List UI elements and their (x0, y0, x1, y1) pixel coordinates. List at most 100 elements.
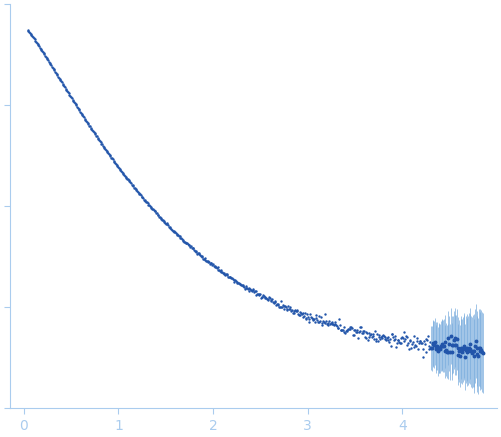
Point (282, 303, 290, 310)
Point (70, 98, 78, 105)
Point (287, 308, 295, 315)
Point (175, 232, 183, 239)
Point (107, 154, 115, 161)
Point (157, 215, 165, 222)
Point (170, 228, 178, 235)
Point (319, 317, 327, 324)
Point (142, 198, 150, 205)
Point (219, 269, 227, 276)
Point (277, 298, 285, 305)
Point (78, 110, 86, 117)
Point (265, 297, 273, 304)
Point (284, 303, 292, 310)
Point (90, 128, 98, 135)
Point (172, 229, 180, 236)
Point (300, 313, 308, 320)
Point (398, 334, 406, 341)
Point (123, 176, 131, 183)
Point (375, 334, 383, 341)
Point (215, 266, 223, 273)
Point (387, 330, 395, 337)
Point (302, 316, 310, 323)
Point (92, 132, 100, 139)
Point (222, 270, 230, 277)
Point (419, 346, 427, 353)
Point (349, 331, 357, 338)
Point (350, 331, 358, 338)
Point (210, 262, 218, 269)
Point (140, 196, 148, 203)
Point (113, 161, 121, 168)
Point (108, 155, 116, 162)
Point (311, 318, 319, 325)
Point (181, 238, 189, 245)
Point (337, 326, 345, 333)
Point (88, 125, 96, 132)
Point (119, 169, 127, 176)
Point (368, 333, 376, 340)
Point (33, 39, 41, 46)
Point (128, 182, 136, 189)
Point (184, 241, 192, 248)
Point (145, 202, 153, 209)
Point (63, 87, 71, 94)
Point (85, 122, 93, 129)
Point (133, 187, 141, 194)
Point (79, 113, 87, 120)
Point (58, 79, 66, 86)
Point (364, 336, 372, 343)
Point (252, 287, 260, 294)
Point (31, 37, 39, 44)
Point (404, 340, 412, 347)
Point (312, 315, 320, 322)
Point (283, 306, 291, 313)
Point (309, 316, 317, 323)
Point (162, 220, 170, 227)
Point (380, 332, 388, 339)
Point (325, 322, 333, 329)
Point (418, 340, 426, 347)
Point (91, 131, 99, 138)
Point (100, 144, 108, 151)
Point (94, 135, 102, 142)
Point (322, 320, 330, 327)
Point (32, 38, 40, 45)
Point (198, 254, 206, 261)
Point (348, 325, 356, 332)
Point (372, 336, 380, 343)
Point (278, 304, 286, 311)
Point (115, 165, 123, 172)
Point (233, 280, 241, 287)
Point (371, 328, 379, 335)
Point (169, 227, 177, 234)
Point (157, 215, 165, 222)
Point (328, 319, 336, 326)
Point (166, 224, 174, 231)
Point (81, 116, 89, 123)
Point (216, 267, 224, 274)
Point (424, 332, 432, 339)
Point (55, 74, 63, 81)
Point (83, 118, 91, 125)
Point (122, 173, 130, 180)
Point (274, 302, 282, 309)
Point (38, 46, 46, 53)
Point (47, 62, 55, 69)
Point (389, 334, 397, 341)
Point (397, 334, 405, 341)
Point (308, 314, 316, 321)
Point (331, 319, 339, 326)
Point (256, 290, 264, 297)
Point (86, 123, 94, 130)
Point (300, 312, 308, 319)
Point (154, 212, 162, 218)
Point (155, 213, 163, 220)
Point (387, 342, 395, 349)
Point (76, 108, 84, 115)
Point (196, 251, 204, 258)
Point (24, 27, 32, 34)
Point (386, 336, 394, 343)
Point (111, 159, 119, 166)
Point (271, 298, 279, 305)
Point (193, 250, 201, 257)
